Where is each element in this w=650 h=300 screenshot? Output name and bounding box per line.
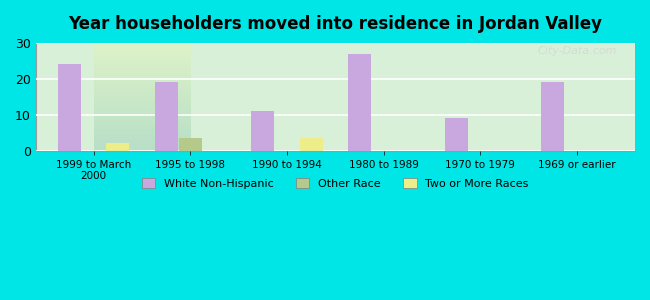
Text: City-Data.com: City-Data.com bbox=[538, 46, 617, 56]
Bar bbox=[252, 111, 274, 151]
Bar bbox=[155, 82, 177, 151]
Bar bbox=[179, 138, 202, 151]
Bar bbox=[300, 138, 322, 151]
Bar bbox=[348, 54, 371, 151]
Bar bbox=[107, 143, 129, 151]
Bar bbox=[445, 118, 467, 151]
Title: Year householders moved into residence in Jordan Valley: Year householders moved into residence i… bbox=[68, 15, 603, 33]
Bar bbox=[58, 64, 81, 151]
Bar bbox=[541, 82, 564, 151]
Legend: White Non-Hispanic, Other Race, Two or More Races: White Non-Hispanic, Other Race, Two or M… bbox=[138, 174, 533, 194]
